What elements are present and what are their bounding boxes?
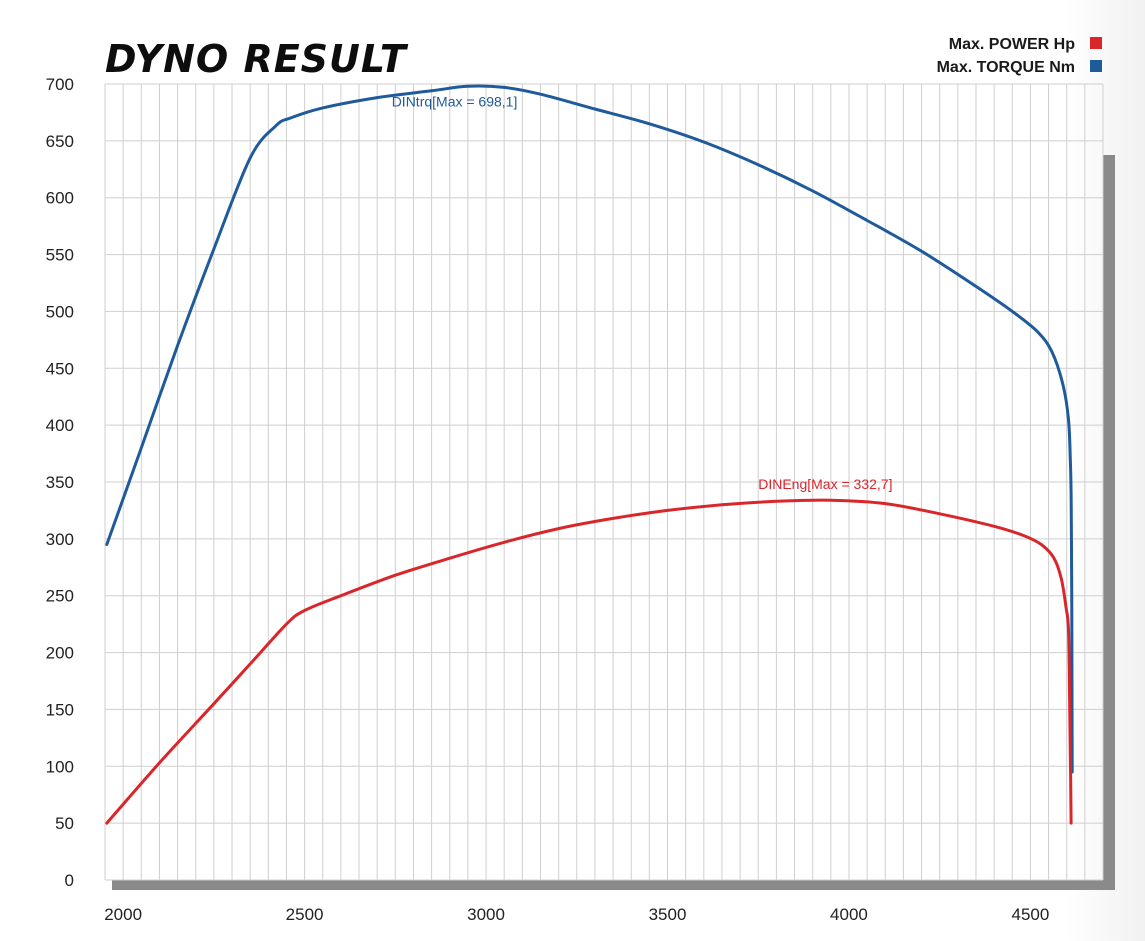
- x-tick-label: 2500: [286, 905, 324, 924]
- chart-series: [105, 84, 1074, 825]
- legend-swatch-power: [1090, 37, 1102, 49]
- y-tick-label: 300: [46, 530, 74, 549]
- y-tick-label: 50: [55, 814, 74, 833]
- y-tick-label: 550: [46, 246, 74, 265]
- y-tick-label: 150: [46, 700, 74, 719]
- x-tick-label: 4500: [1012, 905, 1050, 924]
- y-tick-label: 0: [65, 871, 74, 890]
- y-tick-label: 650: [46, 132, 74, 151]
- x-tick-label: 3500: [649, 905, 687, 924]
- y-tick-label: 100: [46, 757, 74, 776]
- y-tick-label: 350: [46, 473, 74, 492]
- frame-shadow-right: [1103, 155, 1115, 883]
- y-tick-label: 700: [46, 75, 74, 94]
- x-tick-label: 4000: [830, 905, 868, 924]
- frame-shadow-bottom: [112, 880, 1115, 890]
- power-max-annotation: DINEng[Max = 332,7]: [758, 476, 892, 492]
- y-tick-label: 400: [46, 416, 74, 435]
- x-tick-label: 3000: [467, 905, 505, 924]
- chart-title: DYNO RESULT: [105, 37, 409, 81]
- y-tick-label: 600: [46, 189, 74, 208]
- power-series-line: [105, 498, 1073, 825]
- legend-label-torque: Max. TORQUE Nm: [937, 59, 1075, 76]
- torque-max-annotation: DINtrq[Max = 698,1]: [392, 94, 518, 110]
- chart-annotations: DINtrq[Max = 698,1] DINEng[Max = 332,7]: [392, 94, 893, 492]
- grid: [104, 83, 1104, 881]
- y-axis-tick-labels: 0 50 100 150 200 250 300 350 400 450 500 550 600 650 7…: [46, 75, 74, 890]
- y-tick-label: 450: [46, 359, 74, 378]
- torque-series-line: [105, 84, 1074, 774]
- legend: Max. POWER Hp Max. TORQUE Nm: [937, 36, 1102, 76]
- y-tick-label: 250: [46, 587, 74, 606]
- legend-swatch-torque: [1090, 60, 1102, 72]
- legend-label-power: Max. POWER Hp: [949, 36, 1075, 53]
- y-tick-label: 200: [46, 644, 74, 663]
- x-tick-label: 2000: [104, 905, 142, 924]
- y-tick-label: 500: [46, 302, 74, 321]
- x-axis-tick-labels: 2000 2500 3000 3500 4000 4500: [104, 905, 1049, 924]
